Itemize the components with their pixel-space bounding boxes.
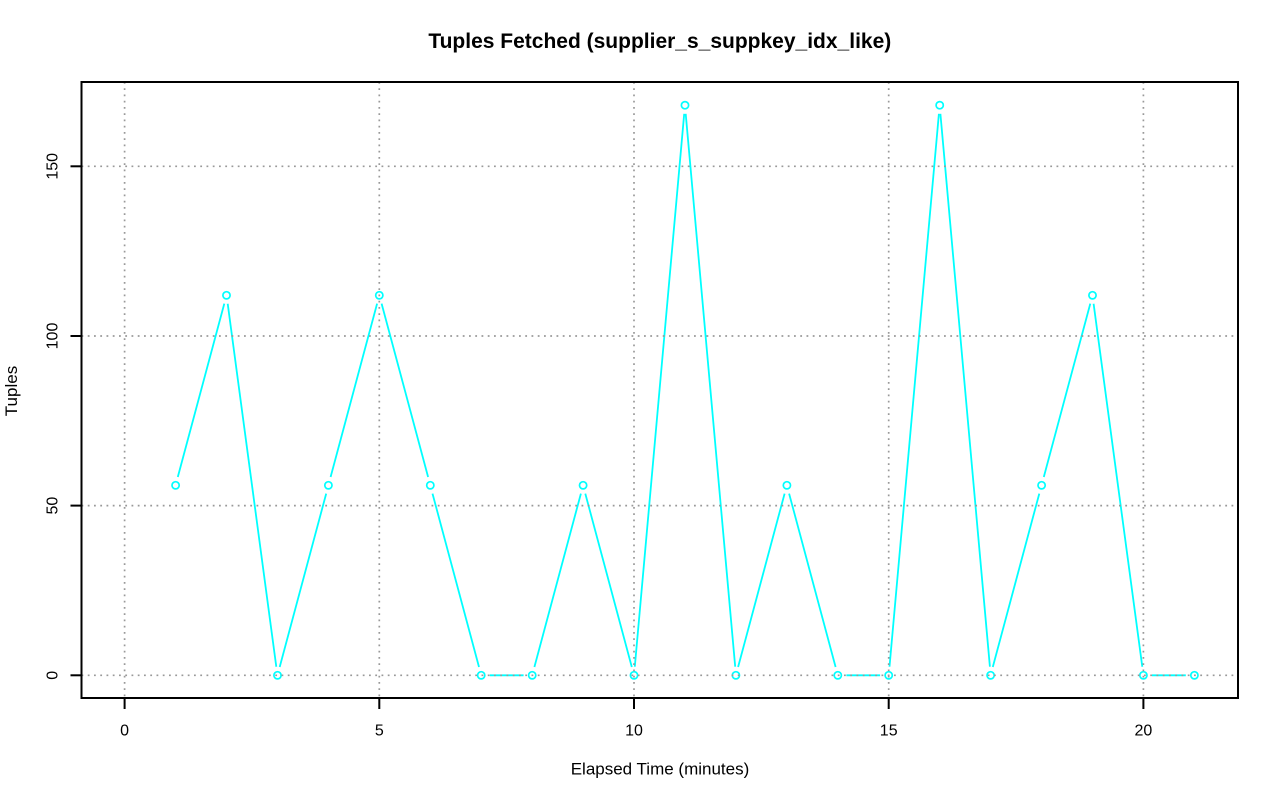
svg-text:50: 50 <box>45 497 62 515</box>
svg-text:10: 10 <box>625 723 643 740</box>
svg-text:Tuples Fetched (supplier_s_sup: Tuples Fetched (supplier_s_suppkey_idx_l… <box>428 30 891 53</box>
svg-text:0: 0 <box>45 671 62 680</box>
svg-text:150: 150 <box>45 153 62 180</box>
svg-text:Tuples: Tuples <box>2 366 21 416</box>
svg-text:15: 15 <box>880 723 898 740</box>
svg-text:Elapsed Time (minutes): Elapsed Time (minutes) <box>571 760 750 779</box>
svg-text:100: 100 <box>45 323 62 350</box>
svg-text:0: 0 <box>120 723 129 740</box>
svg-text:5: 5 <box>375 723 384 740</box>
svg-text:20: 20 <box>1135 723 1153 740</box>
